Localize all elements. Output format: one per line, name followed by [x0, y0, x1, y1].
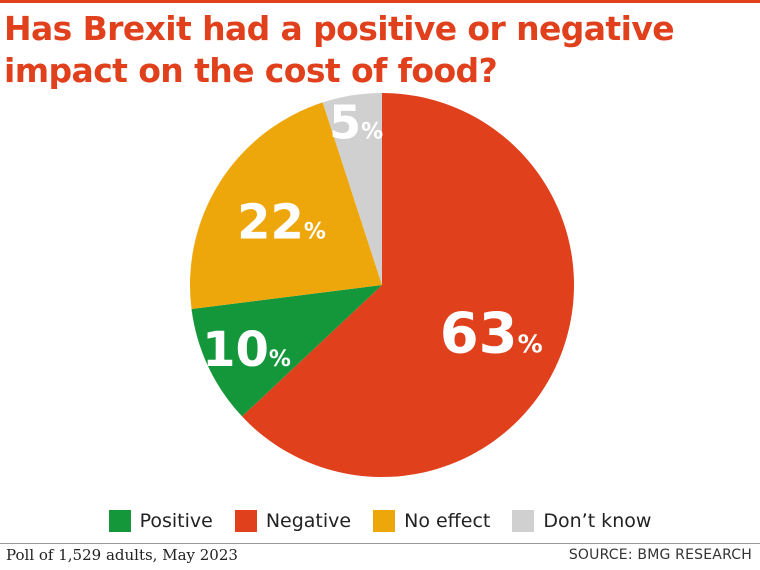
- pie-slices: [189, 93, 575, 477]
- pie-slice-negative: [242, 93, 575, 477]
- poll-note: Poll of 1,529 adults, May 2023: [6, 546, 238, 564]
- chart-title: Has Brexit had a positive or negative im…: [4, 9, 675, 90]
- pie-slice-positive: [191, 285, 382, 417]
- legend-label: Negative: [265, 510, 352, 532]
- legend-item: Positive: [108, 510, 213, 532]
- slice-value-label: 5%: [329, 96, 383, 150]
- legend-item: No effect: [373, 510, 490, 532]
- footer-divider: [0, 543, 760, 544]
- slice-value-label: 10%: [202, 322, 291, 378]
- pie-slice-no-effect: [189, 102, 382, 310]
- legend-item: Don’t know: [512, 510, 651, 532]
- legend-swatch: [234, 510, 257, 532]
- legend: Positive Negative No effect Don’t know: [0, 507, 760, 535]
- source-credit: SOURCE: BMG RESEARCH: [568, 547, 752, 563]
- pie-slice-don-t-know: [322, 93, 382, 285]
- pie-labels: 63% 10% 22%5%: [202, 96, 543, 379]
- legend-label: No effect: [404, 510, 491, 532]
- legend-swatch: [373, 510, 396, 532]
- pie-chart: 63% 10% 22%5%: [189, 93, 575, 477]
- legend-item: Negative: [234, 510, 352, 532]
- title-accent-bar: [0, 0, 760, 3]
- slice-value-label: 63%: [440, 301, 543, 366]
- slice-value-label: 22%: [237, 195, 326, 251]
- legend-swatch: [512, 510, 535, 532]
- legend-swatch: [108, 510, 131, 532]
- legend-label: Don’t know: [543, 510, 652, 532]
- legend-label: Positive: [139, 510, 213, 532]
